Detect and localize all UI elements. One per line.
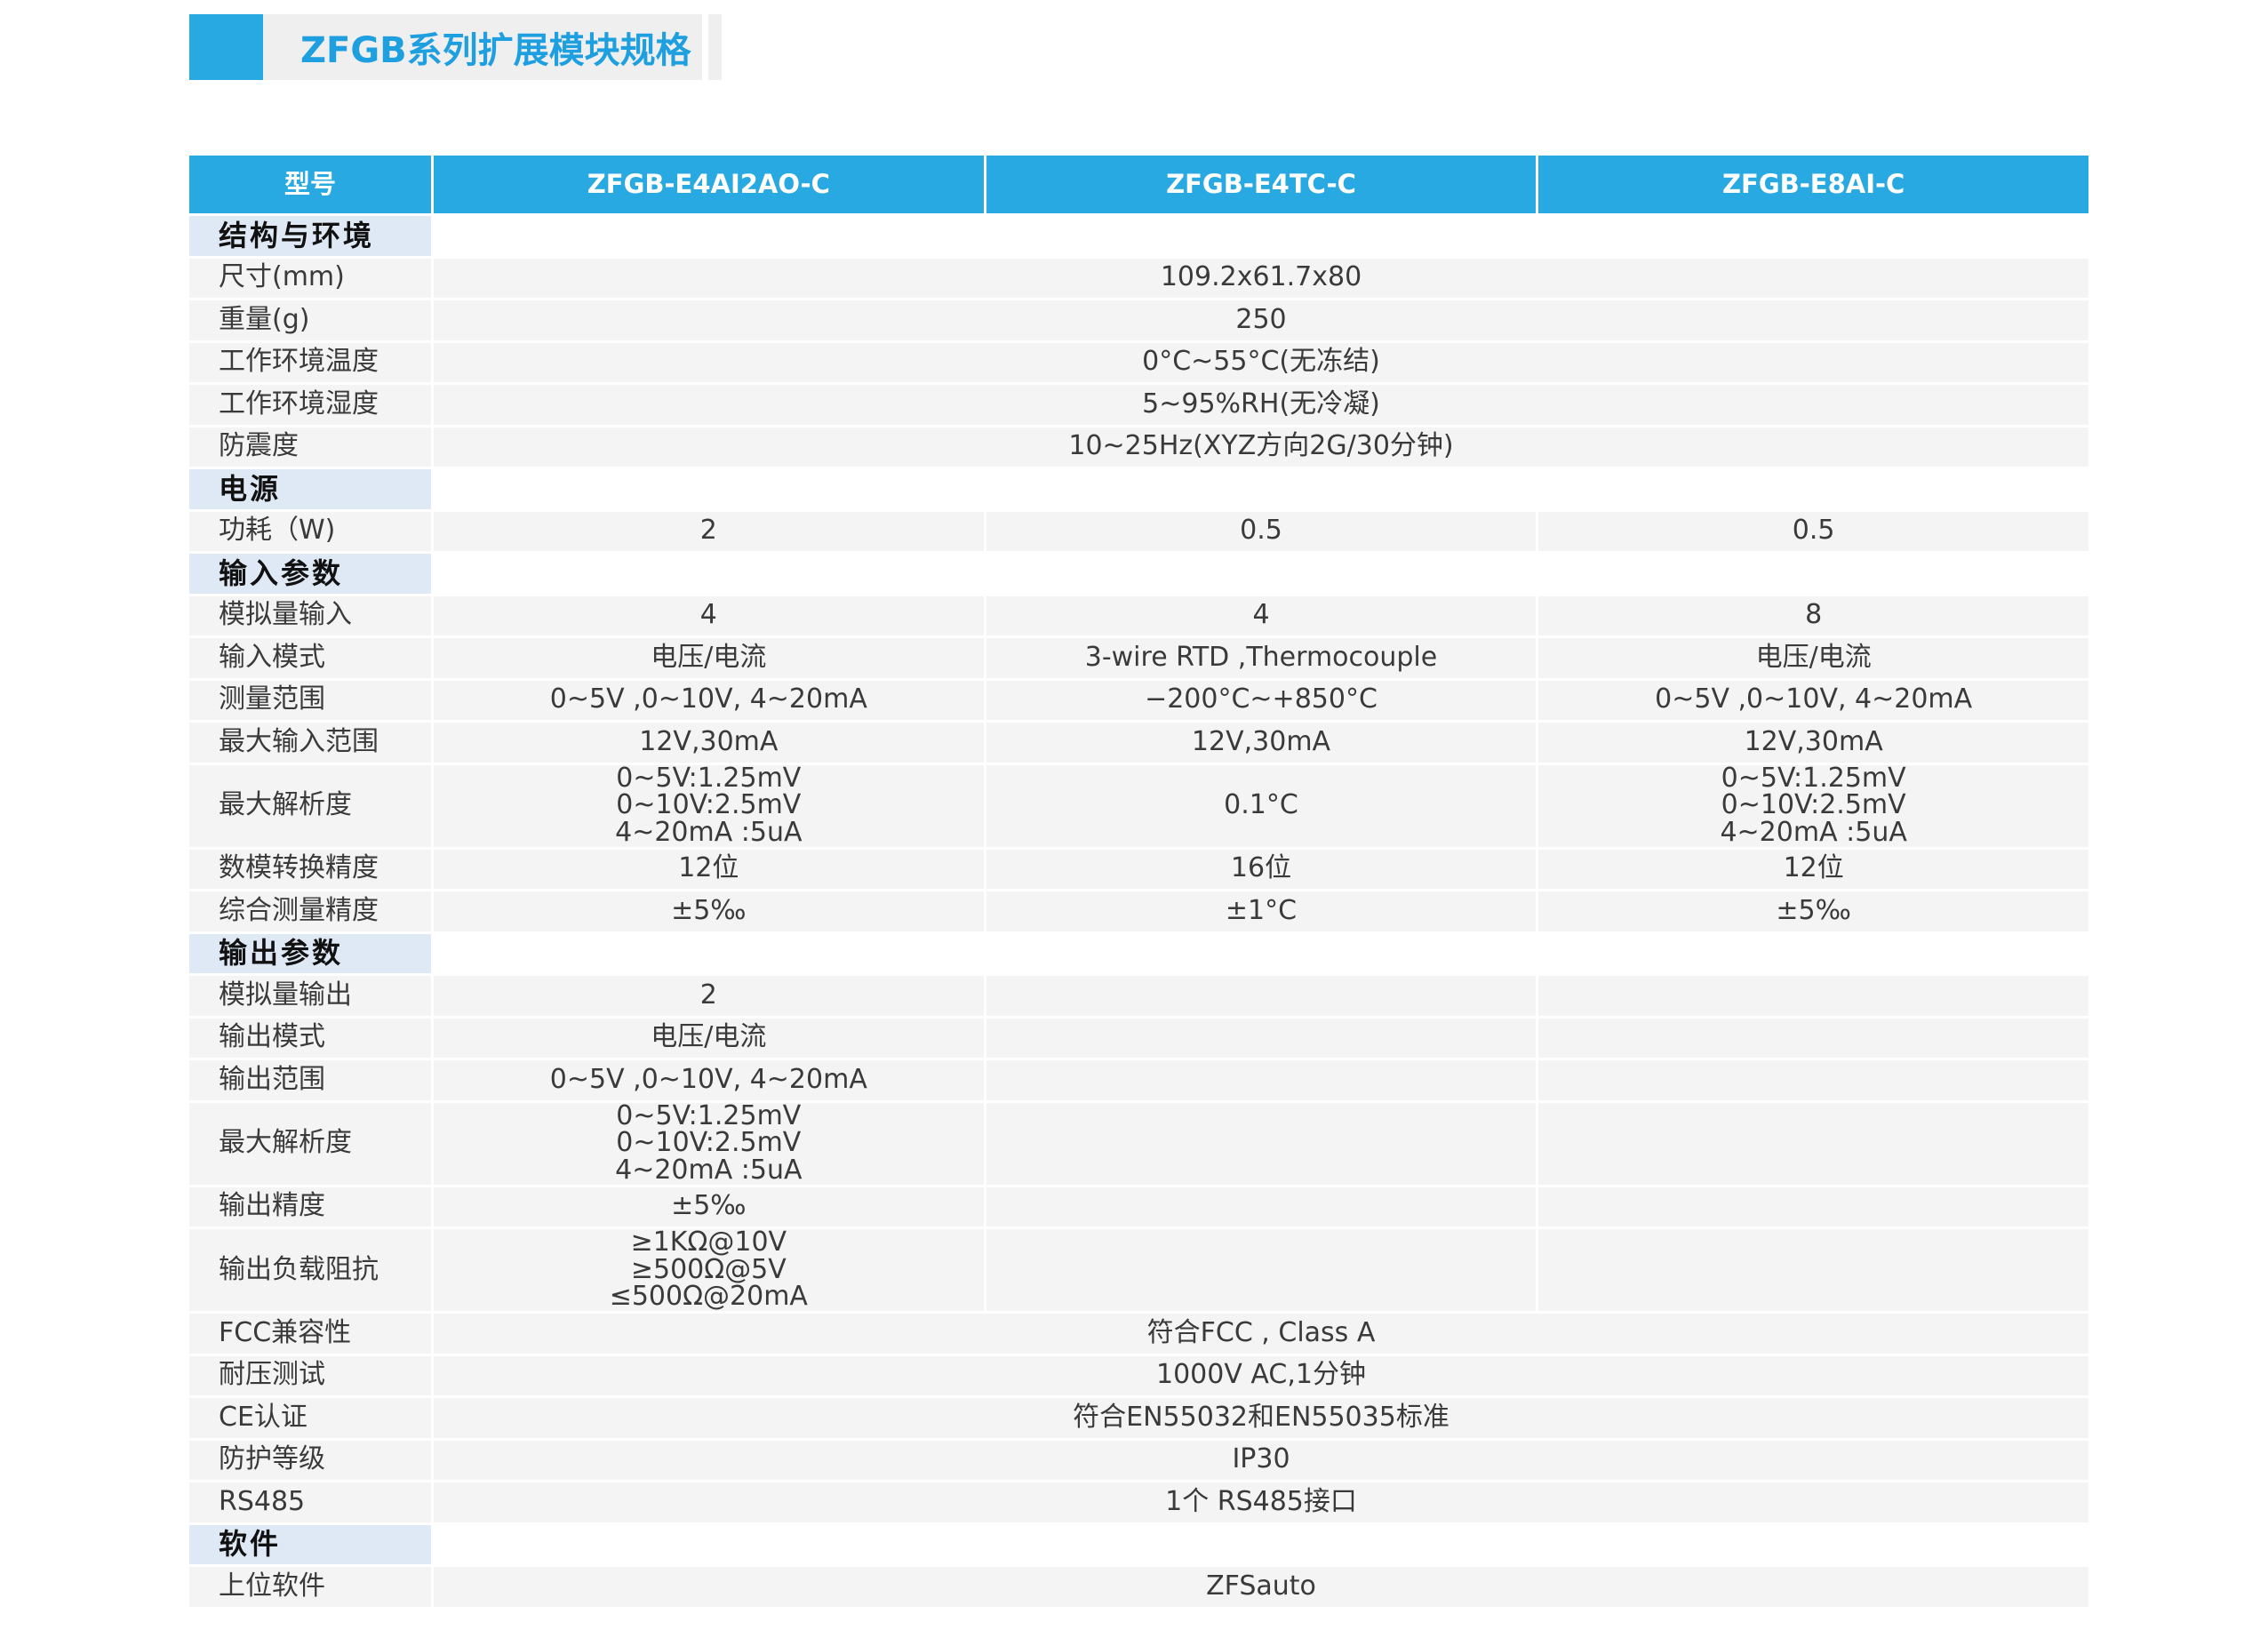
section-heading: 软件: [189, 1524, 431, 1567]
section-spacer: [434, 933, 2088, 976]
row-value: 5~95%RH(无冷凝): [434, 385, 2088, 427]
row-value: ZFSauto: [434, 1567, 2088, 1610]
row-value: [986, 1229, 1537, 1314]
row-label: 输出模式: [189, 1018, 431, 1060]
row-label: 输出精度: [189, 1187, 431, 1229]
row-value: [1538, 976, 2088, 1019]
section-spacer: [434, 554, 2088, 596]
row-value: 1000V AC,1分钟: [434, 1355, 2088, 1398]
row-value: 12V,30mA: [1538, 723, 2088, 765]
header-label: 型号: [189, 156, 431, 216]
section-heading: 输出参数: [189, 933, 431, 976]
row-value: ±5‰: [434, 1187, 984, 1229]
row-value: [986, 976, 1537, 1019]
row-label: 尺寸(mm): [189, 258, 431, 300]
row-value: ±1°C: [986, 891, 1537, 934]
row-label: 输入模式: [189, 638, 431, 681]
row-label: 最大解析度: [189, 764, 431, 850]
row-label: 综合测量精度: [189, 891, 431, 934]
row-value: 12V,30mA: [434, 723, 984, 765]
title-banner: ZFGB系列扩展模块规格: [263, 14, 702, 80]
row-label: RS485: [189, 1482, 431, 1525]
row-value: [1538, 1060, 2088, 1103]
section-spacer: [434, 469, 2088, 512]
row-label: 模拟量输入: [189, 595, 431, 638]
row-value: 0~5V ,0~10V, 4~20mA: [434, 680, 984, 723]
row-value: 1个 RS485接口: [434, 1482, 2088, 1525]
row-label: 输出范围: [189, 1060, 431, 1103]
row-value: 符合EN55032和EN55035标准: [434, 1398, 2088, 1441]
title-accent-block: [189, 14, 263, 80]
row-value: 0~5V:1.25mV 0~10V:2.5mV 4~20mA :5uA: [1538, 764, 2088, 850]
row-value: [986, 1018, 1537, 1060]
row-label: 模拟量输出: [189, 976, 431, 1019]
row-value: [986, 1187, 1537, 1229]
row-value: 电压/电流: [1538, 638, 2088, 681]
row-value: 4: [986, 595, 1537, 638]
section-heading: 电源: [189, 469, 431, 512]
row-value: 符合FCC , Class A: [434, 1314, 2088, 1356]
row-value: 12位: [1538, 849, 2088, 891]
row-label: 测量范围: [189, 680, 431, 723]
row-value: ≥1KΩ@10V ≥500Ω@5V ≤500Ω@20mA: [434, 1228, 984, 1314]
row-value: 109.2x61.7x80: [434, 258, 2088, 300]
row-value: 250: [434, 300, 2088, 343]
row-value: 10~25Hz(XYZ方向2G/30分钟): [434, 427, 2088, 469]
header-model: ZFGB-E4TC-C: [986, 156, 1537, 216]
header-model: ZFGB-E4AI2AO-C: [434, 156, 984, 216]
row-value: [986, 1060, 1537, 1103]
row-value: 12位: [434, 849, 984, 891]
row-value: [1538, 1018, 2088, 1060]
row-value: [986, 1102, 1537, 1187]
page-title: ZFGB系列扩展模块规格: [300, 30, 691, 71]
row-value: [1538, 1102, 2088, 1187]
row-label: 数模转换精度: [189, 849, 431, 891]
row-value: [1538, 1229, 2088, 1314]
row-label: 防护等级: [189, 1440, 431, 1482]
row-value: 0.1°C: [986, 764, 1537, 850]
section-spacer: [434, 1524, 2088, 1567]
row-label: 最大输入范围: [189, 723, 431, 765]
row-label: 重量(g): [189, 300, 431, 343]
row-value: 8: [1538, 595, 2088, 638]
row-value: 电压/电流: [434, 638, 984, 681]
spec-table: 型号 ZFGB-E4AI2AO-C ZFGB-E4TC-C ZFGB-E8AI-C 结构…: [189, 156, 2088, 1610]
row-value: ±5‰: [434, 891, 984, 934]
row-value: 0~5V ,0~10V, 4~20mA: [434, 1060, 984, 1103]
row-label: 最大解析度: [189, 1102, 431, 1187]
row-label: 工作环境湿度: [189, 385, 431, 427]
row-label: 上位软件: [189, 1567, 431, 1610]
row-value: 16位: [986, 849, 1537, 891]
row-value: 2: [434, 976, 984, 1019]
row-label: 输出负载阻抗: [189, 1229, 431, 1314]
row-value: 4: [434, 595, 984, 638]
row-value: 0.5: [1538, 511, 2088, 554]
row-value: 3-wire RTD ,Thermocouple: [986, 638, 1537, 681]
title-decor-strip: [708, 14, 722, 80]
section-spacer: [434, 216, 2088, 259]
section-heading: 结构与环境: [189, 216, 431, 259]
row-value: ±5‰: [1538, 891, 2088, 934]
row-value: 12V,30mA: [986, 723, 1537, 765]
header-model: ZFGB-E8AI-C: [1538, 156, 2088, 216]
row-label: 耐压测试: [189, 1355, 431, 1398]
row-value: 0.5: [986, 511, 1537, 554]
row-value: 0~5V ,0~10V, 4~20mA: [1538, 680, 2088, 723]
row-label: CE认证: [189, 1398, 431, 1441]
row-label: 功耗（W): [189, 511, 431, 554]
row-label: FCC兼容性: [189, 1314, 431, 1356]
row-value: 0°C~55°C(无冻结): [434, 342, 2088, 385]
row-label: 防震度: [189, 427, 431, 469]
row-value: 电压/电流: [434, 1018, 984, 1060]
row-value: −200°C~+850°C: [986, 680, 1537, 723]
row-value: IP30: [434, 1440, 2088, 1482]
row-value: 0~5V:1.25mV 0~10V:2.5mV 4~20mA :5uA: [434, 764, 984, 850]
section-heading: 输入参数: [189, 554, 431, 596]
row-label: 工作环境温度: [189, 342, 431, 385]
row-value: 2: [434, 511, 984, 554]
row-value: [1538, 1187, 2088, 1229]
row-value: 0~5V:1.25mV 0~10V:2.5mV 4~20mA :5uA: [434, 1102, 984, 1187]
